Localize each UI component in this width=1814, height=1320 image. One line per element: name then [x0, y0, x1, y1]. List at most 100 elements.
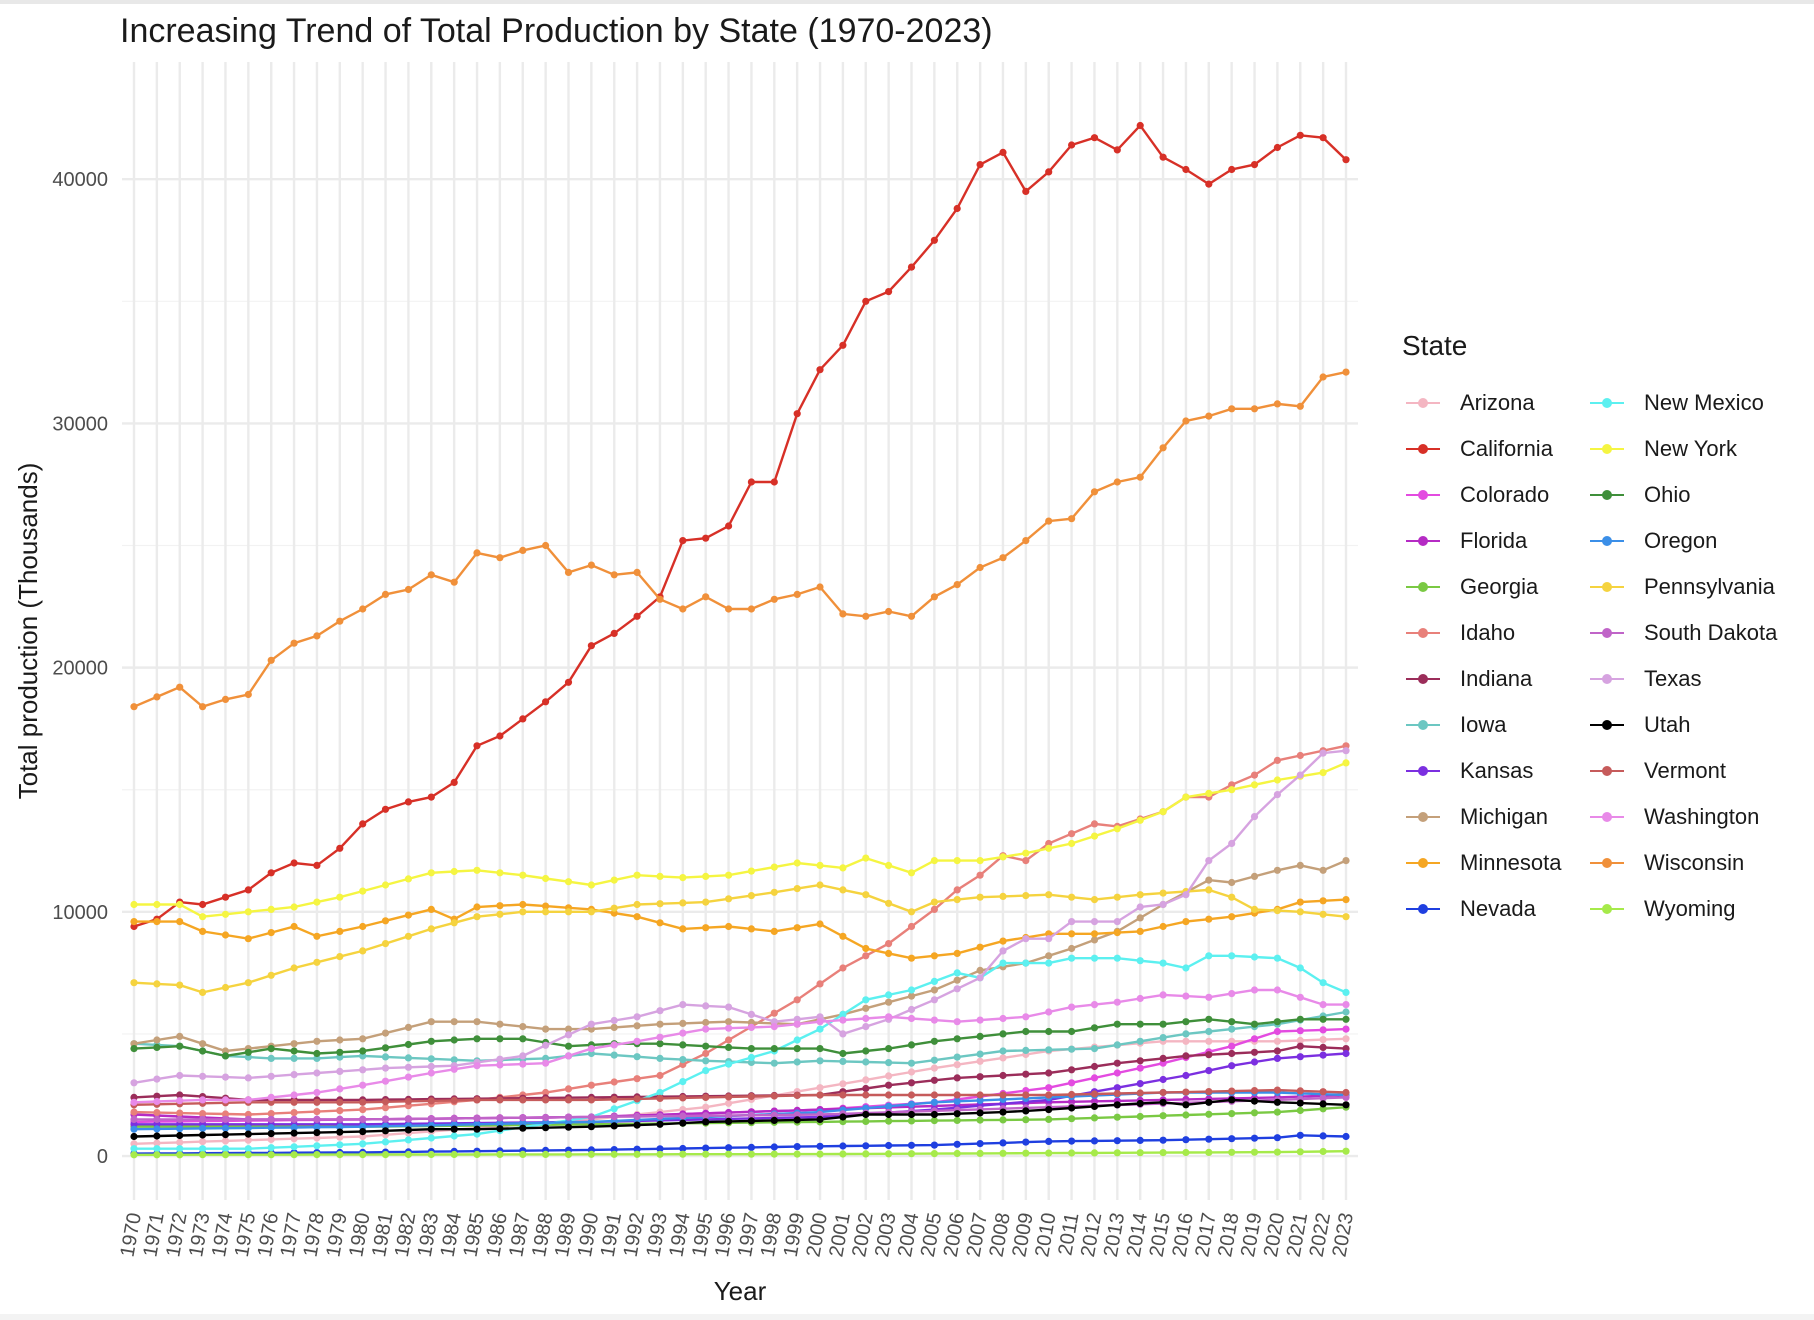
- data-point-south-dakota: [656, 1112, 664, 1120]
- data-point-wyoming: [221, 1151, 230, 1159]
- legend-item-indiana: Indiana: [1400, 659, 1532, 699]
- data-point-ohio: [427, 1037, 435, 1045]
- legend-label: Iowa: [1460, 712, 1507, 737]
- data-point-minnesota: [1068, 930, 1076, 938]
- data-point-california: [930, 236, 939, 244]
- legend-label: Vermont: [1644, 758, 1726, 783]
- data-point-michigan: [656, 1020, 664, 1028]
- data-point-georgia: [953, 1116, 961, 1124]
- data-point-oregon: [930, 1098, 939, 1106]
- data-point-wyoming: [1090, 1149, 1099, 1157]
- data-point-wisconsin: [199, 703, 207, 711]
- data-point-idaho: [542, 1088, 550, 1097]
- data-point-arizona: [1319, 1036, 1327, 1044]
- data-point-nevada: [1022, 1138, 1030, 1146]
- data-point-minnesota: [862, 944, 870, 953]
- data-point-south-dakota: [679, 1112, 687, 1120]
- data-point-wisconsin: [610, 571, 618, 579]
- data-point-utah: [839, 1113, 847, 1121]
- data-point-iowa: [770, 1059, 778, 1067]
- legend-label: Indiana: [1460, 666, 1533, 691]
- legend-key-dot: [1418, 628, 1428, 638]
- data-point-arizona: [1205, 1037, 1213, 1045]
- data-point-california: [976, 161, 984, 169]
- data-point-wisconsin: [839, 610, 847, 618]
- legend-key-dot: [1418, 490, 1428, 500]
- data-point-vermont: [1045, 1091, 1053, 1099]
- data-point-nevada: [885, 1141, 893, 1150]
- data-point-vermont: [793, 1091, 801, 1100]
- data-point-new-york: [862, 854, 870, 862]
- data-point-utah: [267, 1130, 275, 1138]
- data-point-wyoming: [153, 1151, 161, 1159]
- data-point-new-mexico: [839, 1010, 847, 1019]
- data-point-minnesota: [999, 937, 1007, 945]
- data-point-new-mexico: [953, 969, 961, 977]
- data-point-indiana: [862, 1084, 870, 1093]
- data-point-wyoming: [1273, 1148, 1281, 1156]
- data-point-wyoming: [519, 1150, 527, 1158]
- data-point-pennsylvania: [473, 913, 481, 921]
- data-point-washington: [862, 1014, 870, 1023]
- data-point-pennsylvania: [336, 953, 344, 961]
- data-point-new-york: [427, 869, 435, 877]
- data-point-vermont: [1090, 1090, 1099, 1098]
- data-point-pennsylvania: [1273, 907, 1281, 915]
- data-point-vermont: [999, 1091, 1007, 1099]
- data-point-iowa: [290, 1054, 298, 1062]
- legend-key-arizona: [1400, 383, 1444, 423]
- data-point-oregon: [953, 1097, 961, 1105]
- data-point-wisconsin: [1159, 444, 1167, 452]
- data-point-wisconsin: [587, 561, 596, 569]
- data-point-new-york: [153, 900, 161, 909]
- data-point-arizona: [862, 1076, 870, 1084]
- data-point-washington: [1228, 990, 1236, 998]
- data-point-utah: [496, 1125, 504, 1133]
- legend-label: Minnesota: [1460, 850, 1562, 875]
- data-point-california: [450, 778, 458, 787]
- data-point-idaho: [770, 1009, 778, 1017]
- data-point-idaho: [221, 1110, 230, 1118]
- data-point-iowa: [1090, 1045, 1099, 1053]
- data-point-vermont: [610, 1095, 618, 1103]
- data-point-new-mexico: [1228, 952, 1236, 960]
- data-point-ohio: [770, 1045, 778, 1053]
- data-point-michigan: [153, 1036, 161, 1044]
- data-point-minnesota: [816, 920, 824, 928]
- y-tick-label: 30000: [52, 413, 108, 435]
- data-point-utah: [221, 1131, 230, 1139]
- data-point-ohio: [450, 1036, 458, 1044]
- data-point-california: [267, 869, 275, 877]
- data-point-minnesota: [1136, 927, 1144, 936]
- data-point-arizona: [267, 1135, 275, 1143]
- data-point-texas: [1182, 891, 1190, 899]
- data-point-colorado: [1296, 1027, 1304, 1035]
- data-point-michigan: [1342, 857, 1350, 865]
- data-point-pennsylvania: [199, 988, 207, 997]
- data-point-ohio: [473, 1035, 481, 1043]
- data-point-idaho: [176, 1109, 184, 1117]
- data-point-ohio: [702, 1042, 710, 1050]
- data-point-ohio: [725, 1043, 733, 1051]
- data-point-vermont: [702, 1093, 710, 1101]
- data-point-california: [1319, 134, 1327, 142]
- data-point-utah: [1022, 1107, 1030, 1115]
- data-point-pennsylvania: [221, 983, 230, 992]
- data-point-wyoming: [816, 1150, 824, 1158]
- data-point-utah: [1136, 1099, 1144, 1108]
- data-point-wisconsin: [473, 549, 481, 557]
- data-point-georgia: [1022, 1116, 1030, 1124]
- data-point-utah: [1273, 1098, 1281, 1106]
- data-point-new-york: [496, 869, 504, 877]
- legend-key-dot: [1418, 766, 1428, 776]
- data-point-texas: [633, 1013, 641, 1021]
- data-point-idaho: [313, 1108, 321, 1116]
- data-point-indiana: [1159, 1054, 1167, 1062]
- data-point-new-york: [1319, 769, 1327, 777]
- data-point-south-dakota: [221, 1115, 230, 1123]
- data-point-vermont: [725, 1093, 733, 1101]
- legend-item-wisconsin: Wisconsin: [1584, 843, 1744, 883]
- data-point-oregon: [153, 1125, 161, 1133]
- data-point-new-mexico: [930, 977, 939, 986]
- data-point-nevada: [1159, 1136, 1167, 1144]
